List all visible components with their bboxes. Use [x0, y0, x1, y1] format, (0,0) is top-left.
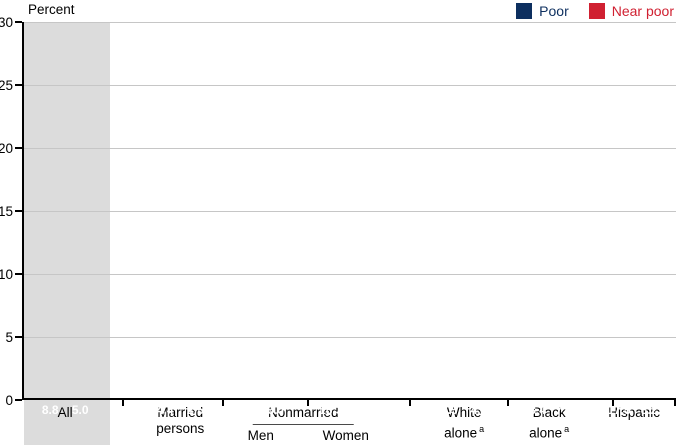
x-tick-4 [506, 400, 509, 406]
x-tick-0 [121, 400, 124, 406]
group-label-black-alone: Black alone a [529, 405, 570, 441]
legend-swatch-poor [516, 3, 533, 19]
x-tick-3 [408, 400, 411, 406]
group-label-women: Women [322, 428, 369, 443]
gridline-15 [22, 211, 676, 212]
bar-value-label: 7.7 [555, 403, 573, 417]
legend-label-poor: Poor [539, 3, 569, 19]
y-axis-title: Percent [28, 2, 75, 17]
gridline-20 [22, 148, 676, 150]
bar-value-label: 2.5 [186, 403, 204, 417]
y-tick-label-10: 10 [0, 266, 13, 282]
bar-value-label: 4.6 [470, 403, 488, 417]
plot-area: 0 5 10 15 20 25 30 8.8 5.0 4.4 2.5 12.9 6.0 15.3 9.1 7.… [0, 15, 676, 445]
bar-value-label: 4.4 [156, 403, 174, 417]
footnote-marker: a [479, 424, 485, 434]
legend: Poor Near poor [516, 3, 674, 19]
bar-value-label: 6.0 [267, 403, 285, 417]
y-tick-20 [15, 147, 22, 150]
group-label-hispanic: Hispanic [608, 405, 661, 420]
y-tick-label-0: 0 [5, 392, 13, 408]
footnote-marker: a [564, 424, 570, 434]
x-tick-1 [221, 400, 224, 406]
bar-value-label: 5.0 [71, 403, 89, 417]
x-tick-6 [673, 400, 676, 406]
y-tick-0 [15, 399, 22, 401]
bar-value-label: 18.4 [522, 403, 546, 417]
y-tick-label-25: 25 [0, 77, 13, 93]
y-tick-25 [15, 84, 22, 86]
y-axis-line [22, 22, 24, 400]
legend-item-poor: Poor [516, 3, 569, 19]
x-axis-line [22, 398, 676, 400]
bar-value-label: 7.5 [440, 403, 458, 417]
bar-value-label: 12.9 [234, 403, 258, 417]
legend-item-near-poor: Near poor [588, 3, 674, 19]
gridline-25 [22, 85, 676, 86]
x-tick-5 [612, 400, 615, 406]
x-tick-2 [306, 400, 309, 406]
group-label-married-persons: Married persons [156, 405, 205, 436]
y-tick-30 [15, 21, 22, 23]
bar-value-label: 8.2 [640, 403, 658, 417]
y-tick-label-15: 15 [0, 203, 13, 219]
legend-swatch-near-poor [588, 3, 605, 19]
bar-value-label: 9.1 [352, 403, 370, 417]
group-label-all: All [57, 405, 73, 420]
bar-value-label: 15.3 [319, 403, 343, 417]
gridline-30 [22, 22, 676, 23]
span-header-nonmarried: Nonmarried [252, 405, 354, 425]
y-tick-label-20: 20 [0, 140, 13, 156]
y-tick-15 [15, 210, 22, 212]
y-tick-label-5: 5 [5, 329, 13, 345]
bar-value-label: 17.5 [607, 403, 631, 417]
gridline-10 [22, 274, 676, 276]
y-tick-label-30: 30 [0, 14, 13, 30]
y-tick-10 [15, 273, 22, 276]
bar-value-label: 8.8 [41, 403, 59, 417]
legend-label-near-poor: Near poor [611, 3, 674, 19]
x-axis-labels: All Married persons Men Women White alone a Blac… [22, 404, 676, 447]
y-tick-5 [15, 336, 22, 339]
gridline-5 [22, 337, 676, 339]
group-label-men: Men [247, 428, 274, 443]
group-label-white-alone: White alone a [444, 405, 485, 441]
highlight-band-all [24, 22, 110, 445]
